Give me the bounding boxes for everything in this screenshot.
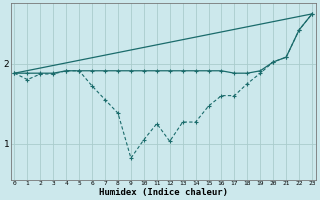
X-axis label: Humidex (Indice chaleur): Humidex (Indice chaleur) (99, 188, 228, 197)
